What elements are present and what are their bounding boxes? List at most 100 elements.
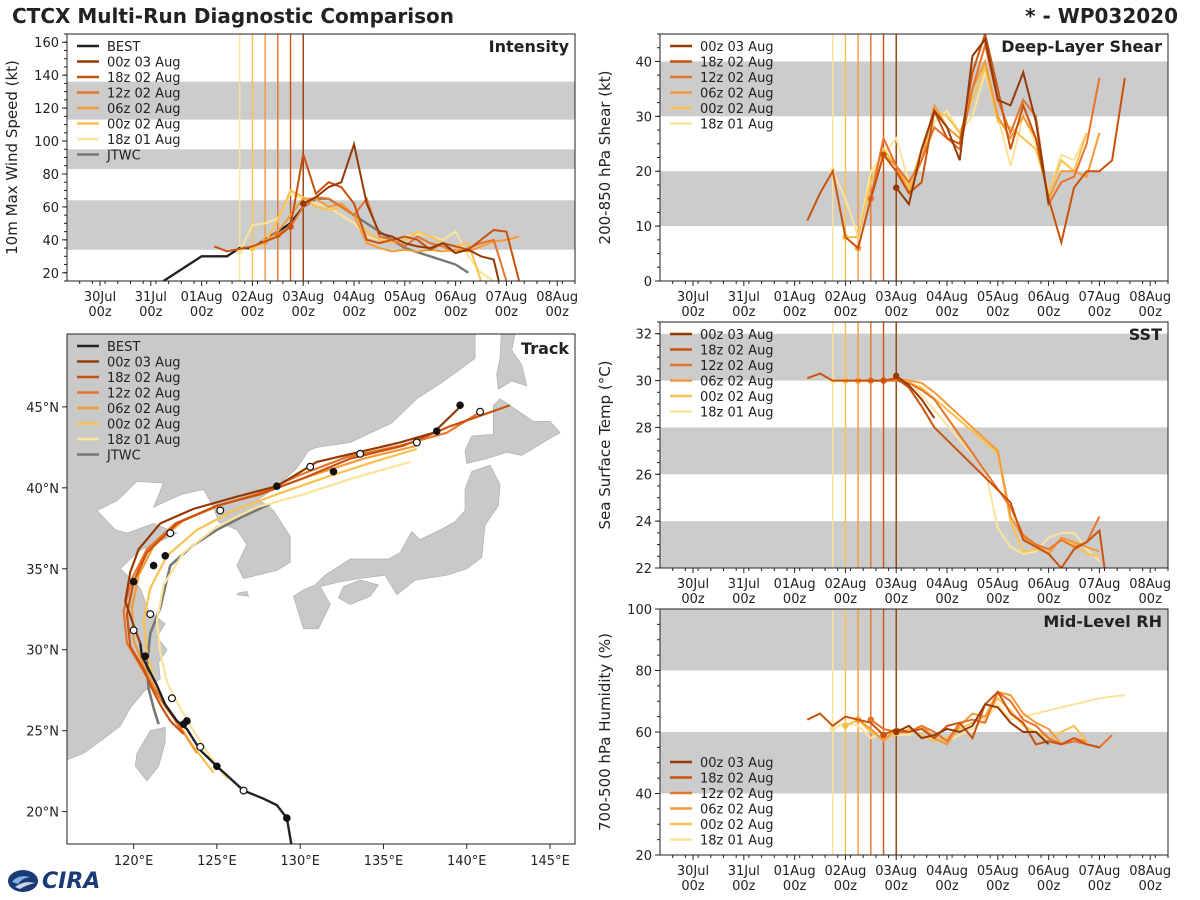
legend-label: 12z 02 Aug bbox=[700, 787, 774, 802]
init-point bbox=[893, 728, 900, 736]
legend-label: 18z 01 Aug bbox=[107, 433, 181, 448]
legend-label: 18z 02 Aug bbox=[107, 371, 181, 386]
track-marker-filled bbox=[432, 427, 441, 435]
x-tick-date: 01Aug bbox=[181, 290, 223, 305]
shade-band bbox=[660, 521, 1168, 568]
legend-label: 18z 01 Aug bbox=[700, 406, 774, 421]
x-tick-hour: 00z bbox=[681, 879, 705, 894]
x-tick-label: 04Aug 00z bbox=[333, 290, 375, 320]
init-point bbox=[880, 151, 887, 158]
x-tick-date: 03Aug bbox=[875, 577, 917, 592]
y-tick-label: 80 bbox=[42, 168, 59, 183]
x-tick-hour: 00z bbox=[546, 305, 570, 320]
x-tick-hour: 00z bbox=[834, 592, 858, 607]
y-tick-label: 32 bbox=[635, 328, 652, 343]
x-tick-date: 07Aug bbox=[485, 290, 527, 305]
legend-label: 18z 02 Aug bbox=[107, 71, 181, 86]
init-point bbox=[867, 716, 875, 723]
storm-id: * - WP032020 bbox=[1025, 4, 1178, 28]
legend-label: 00z 02 Aug bbox=[700, 102, 774, 117]
x-tick-date: 05Aug bbox=[384, 290, 426, 305]
land-shikoku bbox=[337, 579, 380, 605]
x-tick-date: 05Aug bbox=[977, 864, 1019, 879]
legend-label: 00z 03 Aug bbox=[107, 56, 181, 71]
x-tick-hour: 00z bbox=[885, 879, 909, 894]
x-tick-label: 01Aug 00z bbox=[774, 864, 816, 894]
y-tick-label: 35°N bbox=[26, 563, 59, 578]
x-tick-hour: 00z bbox=[783, 879, 807, 894]
init-point bbox=[880, 377, 887, 384]
track-marker-open bbox=[129, 626, 138, 635]
y-tick-label: 20 bbox=[42, 267, 59, 282]
y-tick-label: 40°N bbox=[26, 482, 59, 497]
map-area bbox=[67, 334, 575, 844]
x-tick-label: 04Aug 00z bbox=[926, 577, 968, 607]
legend-label: JTWC bbox=[106, 149, 141, 164]
panel-track: 120°E 125°E 130°E 135°E 140°E 145°E 20°N 25°N 30… bbox=[26, 333, 576, 869]
x-tick-hour: 00z bbox=[1139, 305, 1163, 320]
y-tick-label: 40 bbox=[635, 55, 652, 70]
shade-band bbox=[67, 149, 575, 170]
x-tick-hour: 00z bbox=[1139, 592, 1163, 607]
x-tick-hour: 00z bbox=[783, 592, 807, 607]
legend-label: 00z 02 Aug bbox=[700, 818, 774, 833]
x-tick-label: 145°E bbox=[530, 854, 570, 869]
init-point bbox=[893, 372, 900, 380]
x-tick-hour: 00z bbox=[681, 592, 705, 607]
x-tick-date: 08Aug bbox=[1129, 290, 1171, 305]
x-tick-hour: 00z bbox=[935, 305, 959, 320]
x-tick-date: 01Aug bbox=[774, 290, 816, 305]
x-tick-label: 05Aug 00z bbox=[977, 290, 1019, 320]
x-tick-label: 05Aug 00z bbox=[977, 864, 1019, 894]
x-tick-hour: 00z bbox=[1088, 879, 1112, 894]
x-tick-label: 130°E bbox=[280, 854, 320, 869]
track-marker-open bbox=[216, 506, 225, 515]
x-tick-label: 135°E bbox=[364, 854, 404, 869]
x-tick-date: 30Jul bbox=[677, 864, 709, 879]
x-tick-label: 06Aug 00z bbox=[435, 290, 477, 320]
track-best bbox=[139, 643, 293, 844]
x-tick-date: 30Jul bbox=[677, 290, 709, 305]
land-jeju bbox=[236, 590, 250, 597]
y-axis-label: 700-500 hPa Humidity (%) bbox=[596, 633, 614, 831]
x-tick-date: 04Aug bbox=[926, 290, 968, 305]
x-tick-date: 08Aug bbox=[1129, 864, 1171, 879]
legend-label: 00z 03 Aug bbox=[700, 40, 774, 55]
x-tick-label: 06Aug 00z bbox=[1028, 864, 1070, 894]
panel-title: Mid-Level RH bbox=[1043, 612, 1162, 631]
x-tick-label: 03Aug 00z bbox=[875, 290, 917, 320]
x-tick-label: 05Aug 00z bbox=[977, 577, 1019, 607]
land-japan-main bbox=[293, 464, 501, 630]
plot-area-intensity bbox=[67, 34, 575, 281]
panel-title: Intensity bbox=[489, 37, 570, 56]
x-tick-hour: 00z bbox=[139, 305, 163, 320]
x-tick-hour: 00z bbox=[1088, 305, 1112, 320]
legend-label: 00z 02 Aug bbox=[107, 418, 181, 433]
track-marker-filled bbox=[149, 561, 158, 570]
init-point bbox=[300, 200, 307, 207]
legend-label: 12z 02 Aug bbox=[700, 359, 774, 374]
x-tick-label: 08Aug 00z bbox=[1129, 290, 1171, 320]
x-tick-label: 07Aug 00z bbox=[485, 290, 527, 320]
y-tick-label: 80 bbox=[635, 665, 652, 680]
x-tick-hour: 00z bbox=[292, 305, 316, 320]
legend-label: 00z 03 Aug bbox=[107, 356, 181, 371]
x-tick-label: 03Aug 00z bbox=[875, 577, 917, 607]
init-point bbox=[287, 223, 294, 230]
x-tick-date: 04Aug bbox=[926, 577, 968, 592]
x-tick-date: 06Aug bbox=[1028, 864, 1070, 879]
x-tick-label: 03Aug 00z bbox=[875, 864, 917, 894]
x-tick-hour: 00z bbox=[495, 305, 519, 320]
shade-band bbox=[67, 81, 575, 120]
cira-logo-icon bbox=[8, 870, 38, 892]
y-tick-label: 25°N bbox=[26, 725, 59, 740]
legend-label: 00z 02 Aug bbox=[700, 390, 774, 405]
y-tick-label: 140 bbox=[34, 69, 59, 84]
x-tick-hour: 00z bbox=[681, 305, 705, 320]
x-tick-hour: 00z bbox=[986, 592, 1010, 607]
x-tick-label: 30Jul 00z bbox=[677, 864, 709, 894]
track-run-5 bbox=[155, 460, 411, 780]
